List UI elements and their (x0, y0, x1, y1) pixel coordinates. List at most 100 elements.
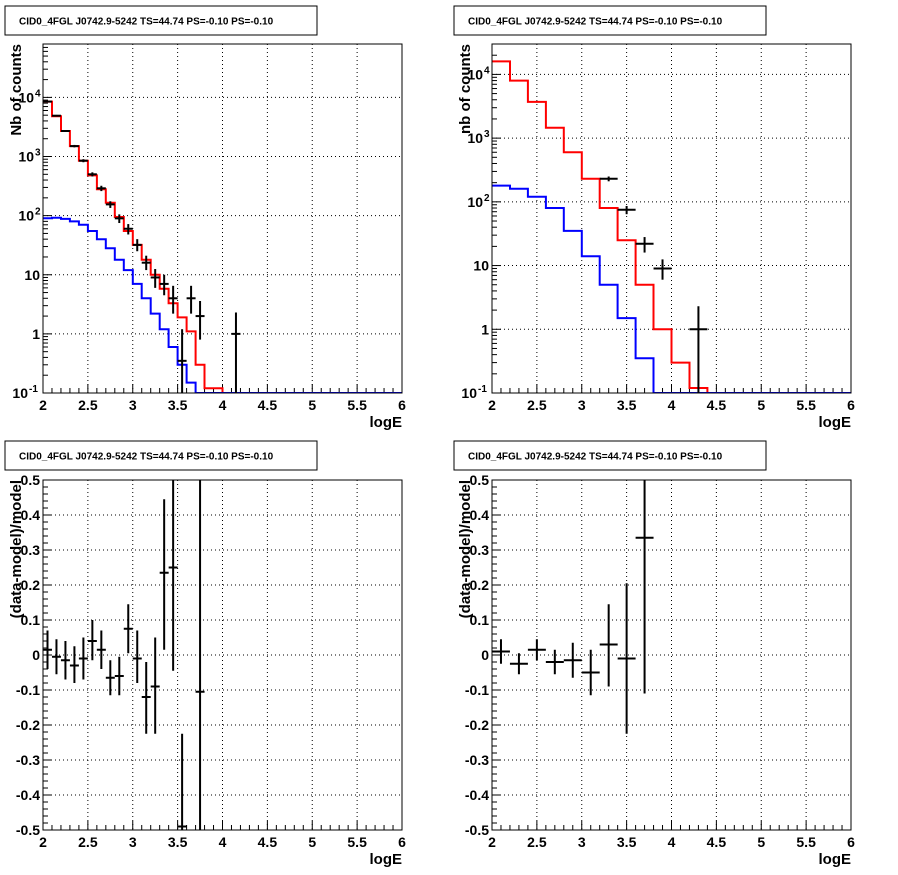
data-point (96, 630, 106, 669)
data-points (43, 480, 205, 830)
data-point (177, 733, 187, 830)
data-point (105, 660, 115, 696)
y-tick-label: 10 (473, 258, 489, 274)
y-tick-label: 0.1 (470, 612, 490, 628)
data-point (87, 620, 97, 661)
data-point (177, 329, 187, 393)
total-model-step-line (492, 60, 851, 393)
y-tick-label: 0.5 (470, 472, 490, 488)
x-tick-label: 4.5 (258, 834, 278, 850)
x-tick-label: 5.5 (796, 834, 816, 850)
y-tick-label: 0 (481, 647, 489, 663)
chart-title-box (453, 440, 767, 471)
data-point (60, 130, 70, 133)
data-point (87, 172, 97, 177)
x-tick-label: 5 (308, 834, 316, 850)
data-point (123, 604, 133, 654)
y-tick-label: 0.2 (21, 577, 41, 593)
chart-panel-1: CID0_4FGL J0742.9-5242 TS=44.74 PS=-0.10… (4, 5, 406, 431)
data-point (617, 206, 636, 215)
plot-area (43, 100, 402, 393)
x-tick-label: 6 (398, 834, 406, 850)
y-tick-exponent: 3 (35, 148, 41, 159)
chart-title: CID0_4FGL J0742.9-5242 TS=44.74 PS=-0.10… (19, 452, 274, 463)
data-point (51, 114, 61, 117)
chart-panel-3: CID0_4FGL J0742.9-5242 TS=44.74 PS=-0.10… (4, 440, 406, 868)
y-tick-label: 0.4 (470, 507, 490, 523)
y-tick-exponent: 2 (484, 193, 490, 204)
grid-lines (43, 480, 402, 830)
data-point (96, 185, 106, 192)
data-point (141, 662, 151, 734)
y-tick-label: 10 (24, 267, 40, 283)
data-point (689, 306, 708, 393)
data-point (105, 201, 115, 208)
y-tick-label: 10 (467, 130, 483, 146)
plot-area (43, 480, 205, 830)
data-point (599, 604, 618, 687)
x-axis-title: logE (819, 851, 852, 868)
y-tick-label: -0.1 (16, 682, 40, 698)
data-point (78, 159, 88, 163)
x-tick-label: 4 (219, 397, 227, 413)
y-tick-label: -0.2 (16, 717, 40, 733)
x-tick-label: 3 (129, 834, 137, 850)
y-tick-label: 0 (32, 647, 40, 663)
y-tick-label: 1 (481, 321, 489, 337)
y-tick-label: -0.3 (465, 752, 489, 768)
data-point (132, 630, 142, 683)
source-model-step-line (43, 216, 402, 393)
chart-panel-4: CID0_4FGL J0742.9-5242 TS=44.74 PS=-0.10… (453, 440, 855, 868)
data-point (60, 641, 70, 680)
x-tick-label: 2 (488, 397, 496, 413)
data-points (43, 100, 241, 393)
data-point (186, 285, 196, 314)
y-tick-label: 10 (12, 385, 28, 401)
chart-title-box (4, 5, 318, 36)
x-tick-label: 5 (757, 397, 765, 413)
data-point (168, 285, 178, 314)
chart-title: CID0_4FGL J0742.9-5242 TS=44.74 PS=-0.10… (468, 17, 723, 28)
y-tick-label: 10 (467, 66, 483, 82)
x-axis-title: logE (370, 414, 403, 431)
data-point (195, 300, 205, 340)
x-tick-label: 2.5 (78, 397, 98, 413)
plot-area (492, 60, 851, 393)
data-point (43, 630, 52, 669)
data-point (653, 259, 672, 280)
y-tick-label: 0.3 (21, 542, 41, 558)
x-tick-label: 2 (39, 834, 47, 850)
data-point (123, 224, 133, 235)
data-point (150, 269, 160, 288)
data-points (492, 480, 654, 734)
y-tick-label: 10 (18, 89, 34, 105)
axis-ticks (491, 43, 852, 394)
x-tick-label: 4.5 (707, 397, 727, 413)
y-tick-label: 10 (467, 194, 483, 210)
x-tick-label: 6 (398, 397, 406, 413)
x-tick-label: 2 (39, 397, 47, 413)
y-tick-label: 0.1 (21, 612, 41, 628)
x-tick-label: 3 (129, 397, 137, 413)
y-tick-label: -0.3 (16, 752, 40, 768)
x-tick-label: 5.5 (796, 397, 816, 413)
x-tick-label: 2.5 (527, 397, 547, 413)
plot-area (492, 480, 654, 734)
x-tick-label: 2 (488, 834, 496, 850)
y-tick-label: 0.3 (470, 542, 490, 558)
x-tick-label: 5 (308, 397, 316, 413)
y-tick-label: 0.2 (470, 577, 490, 593)
y-tick-label: 10 (18, 208, 34, 224)
axis-ticks (42, 479, 403, 831)
data-point (141, 255, 151, 271)
data-point (168, 480, 178, 671)
y-axis-title: nb of counts (457, 44, 474, 134)
y-tick-label: 0.4 (21, 507, 41, 523)
y-tick-label: -0.1 (465, 682, 489, 698)
x-tick-label: 5.5 (347, 834, 367, 850)
x-tick-label: 3 (578, 397, 586, 413)
data-point (195, 480, 205, 830)
y-axis-title: (data-model)/model (457, 480, 474, 618)
data-point (635, 237, 654, 253)
x-tick-label: 4.5 (258, 397, 278, 413)
